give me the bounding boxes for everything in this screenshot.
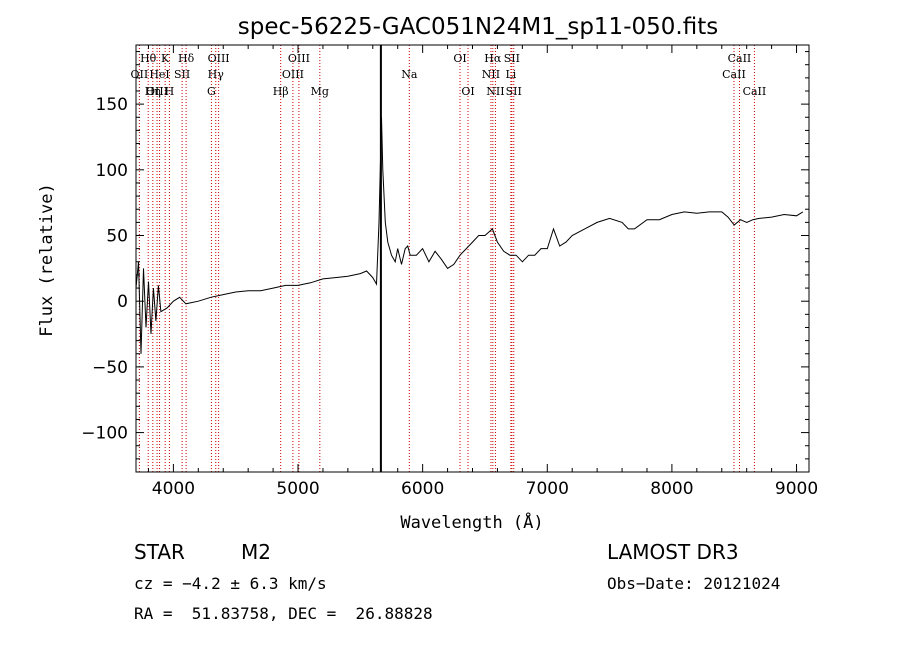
- y-tick-label: 50: [106, 227, 128, 247]
- coordinates: RA = 51.83758, DEC = 26.88828: [134, 604, 433, 623]
- reference-line-label: CaII: [728, 52, 752, 65]
- x-tick-label: 7000: [526, 479, 569, 499]
- reference-line-label: Na: [401, 68, 418, 81]
- reference-line-label: NII: [482, 68, 500, 81]
- reference-lines: [138, 45, 755, 472]
- y-tick-label: −100: [81, 424, 128, 444]
- reference-line-label: NII: [486, 85, 504, 98]
- flux-series-line: [135, 117, 804, 354]
- reference-line-label: H: [165, 85, 175, 98]
- x-tick-label: 8000: [650, 479, 693, 499]
- reference-line-label: CaII: [743, 85, 767, 98]
- reference-line-label: Hη: [145, 85, 161, 98]
- x-tick-label: 4000: [152, 479, 195, 499]
- x-axis-label: Wavelength (Å): [400, 511, 543, 533]
- reference-line-label: OI: [461, 85, 474, 98]
- reference-line-label: OI: [453, 52, 466, 65]
- survey-name: LAMOST DR3: [607, 540, 739, 564]
- reference-line-label: K: [161, 52, 170, 65]
- reference-line-label: SII: [506, 85, 522, 98]
- plot-frame: [135, 44, 810, 473]
- reference-line-label: OIII: [288, 52, 310, 65]
- reference-line-label: Hα: [484, 52, 502, 65]
- redshift-cz: cz = −4.2 ± 6.3 km/s: [134, 574, 327, 593]
- y-tick-label: 100: [96, 161, 128, 181]
- y-axis-ticks: −100 −50 0 50 100 150: [81, 51, 809, 473]
- reference-line-label: Li: [505, 68, 516, 81]
- reference-line-label: OIII: [208, 52, 230, 65]
- reference-line-label: HeI: [149, 68, 169, 81]
- reference-line-label: SII: [504, 52, 520, 65]
- reference-line-label: OIII: [146, 85, 168, 98]
- reference-line-label: Hθ: [140, 52, 157, 65]
- x-tick-label: 9000: [775, 479, 818, 499]
- x-tick-label: 6000: [401, 479, 444, 499]
- chart-title: spec-56225-GAC051N24M1_sp11-050.fits: [238, 14, 718, 40]
- reference-line-label: G: [207, 85, 216, 98]
- y-tick-label: 150: [96, 95, 128, 115]
- reference-line-label: SII: [174, 68, 190, 81]
- observation-date: Obs−Date: 20121024: [607, 574, 781, 593]
- y-tick-label: −50: [92, 358, 128, 378]
- reference-line-label: CaII: [722, 68, 746, 81]
- reference-line-label: Hβ: [273, 85, 289, 98]
- reference-line-label: Hδ: [178, 52, 195, 65]
- x-tick-label: 5000: [276, 479, 319, 499]
- object-subclass: M2: [241, 540, 271, 564]
- object-type: STAR: [134, 540, 185, 564]
- x-axis-ticks: 4000 5000 6000 7000 8000 9000: [147, 45, 818, 499]
- y-tick-label: 0: [117, 292, 128, 312]
- reference-line-label: OII: [131, 68, 149, 81]
- reference-line-label: OIII: [282, 68, 304, 81]
- reference-line-label: Hγ: [208, 68, 225, 81]
- y-axis-label: Flux (relative): [37, 183, 57, 337]
- reference-line-label: Mg: [311, 85, 329, 98]
